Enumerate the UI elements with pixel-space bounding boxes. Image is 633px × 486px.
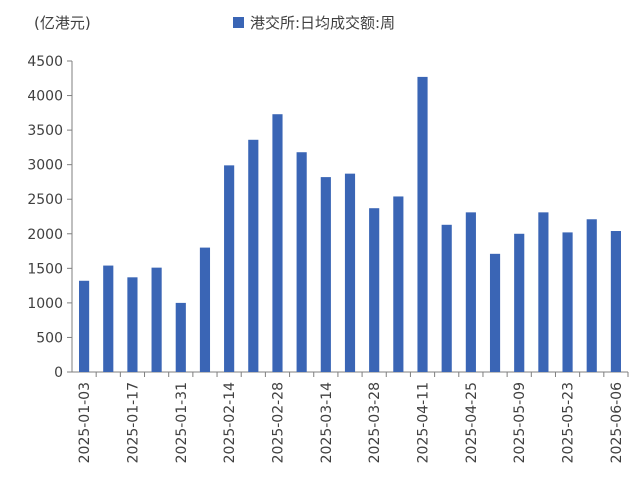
y-tick-label: 2000 <box>27 227 63 243</box>
x-tick-label: 2025-03-28 <box>367 382 383 463</box>
bar <box>610 231 621 372</box>
y-unit-label: (亿港元) <box>34 14 91 32</box>
legend-swatch <box>233 17 244 28</box>
bar <box>79 280 90 372</box>
bar <box>538 212 549 372</box>
bar <box>175 302 186 372</box>
x-tick-label: 2025-02-28 <box>270 382 286 463</box>
y-tick-label: 1500 <box>27 261 63 277</box>
bar <box>417 76 428 372</box>
x-tick-label: 2025-01-17 <box>125 382 141 463</box>
y-tick-label: 0 <box>54 365 63 381</box>
legend-label: 港交所:日均成交额:周 <box>250 14 396 32</box>
bar <box>103 265 114 372</box>
bar <box>586 219 597 372</box>
y-tick-label: 3000 <box>27 158 63 174</box>
y-tick-label: 1000 <box>27 296 63 312</box>
x-tick-label: 2025-03-14 <box>319 382 335 463</box>
bar <box>224 165 235 372</box>
y-tick-label: 500 <box>36 330 63 346</box>
x-tick-label: 2025-02-14 <box>222 382 238 463</box>
bar <box>199 247 211 372</box>
bar <box>441 224 452 372</box>
bar <box>562 232 573 372</box>
bar <box>369 208 380 372</box>
x-tick-label: 2025-04-11 <box>416 382 432 463</box>
x-tick-label: 2025-05-09 <box>512 382 528 463</box>
legend: 港交所:日均成交额:周 <box>233 12 395 33</box>
bar <box>127 277 138 372</box>
bar <box>248 139 259 372</box>
bar <box>514 233 525 372</box>
x-tick-label: 2025-04-25 <box>464 382 480 463</box>
bar <box>296 152 307 372</box>
bar <box>393 196 404 372</box>
x-tick-label: 2025-06-06 <box>609 382 625 463</box>
x-tick-label: 2025-05-23 <box>561 382 577 463</box>
bar <box>489 253 501 372</box>
x-tick-label: 2025-01-03 <box>77 382 93 463</box>
bar <box>272 114 283 373</box>
bar <box>344 173 356 372</box>
bar <box>151 267 162 372</box>
bar <box>320 177 331 372</box>
y-tick-label: 2500 <box>27 192 63 208</box>
y-tick-label: 4500 <box>27 54 63 70</box>
x-tick-label: 2025-01-31 <box>174 382 190 463</box>
y-tick-label: 3500 <box>27 123 63 139</box>
bar <box>465 212 476 372</box>
y-tick-label: 4000 <box>27 89 63 105</box>
